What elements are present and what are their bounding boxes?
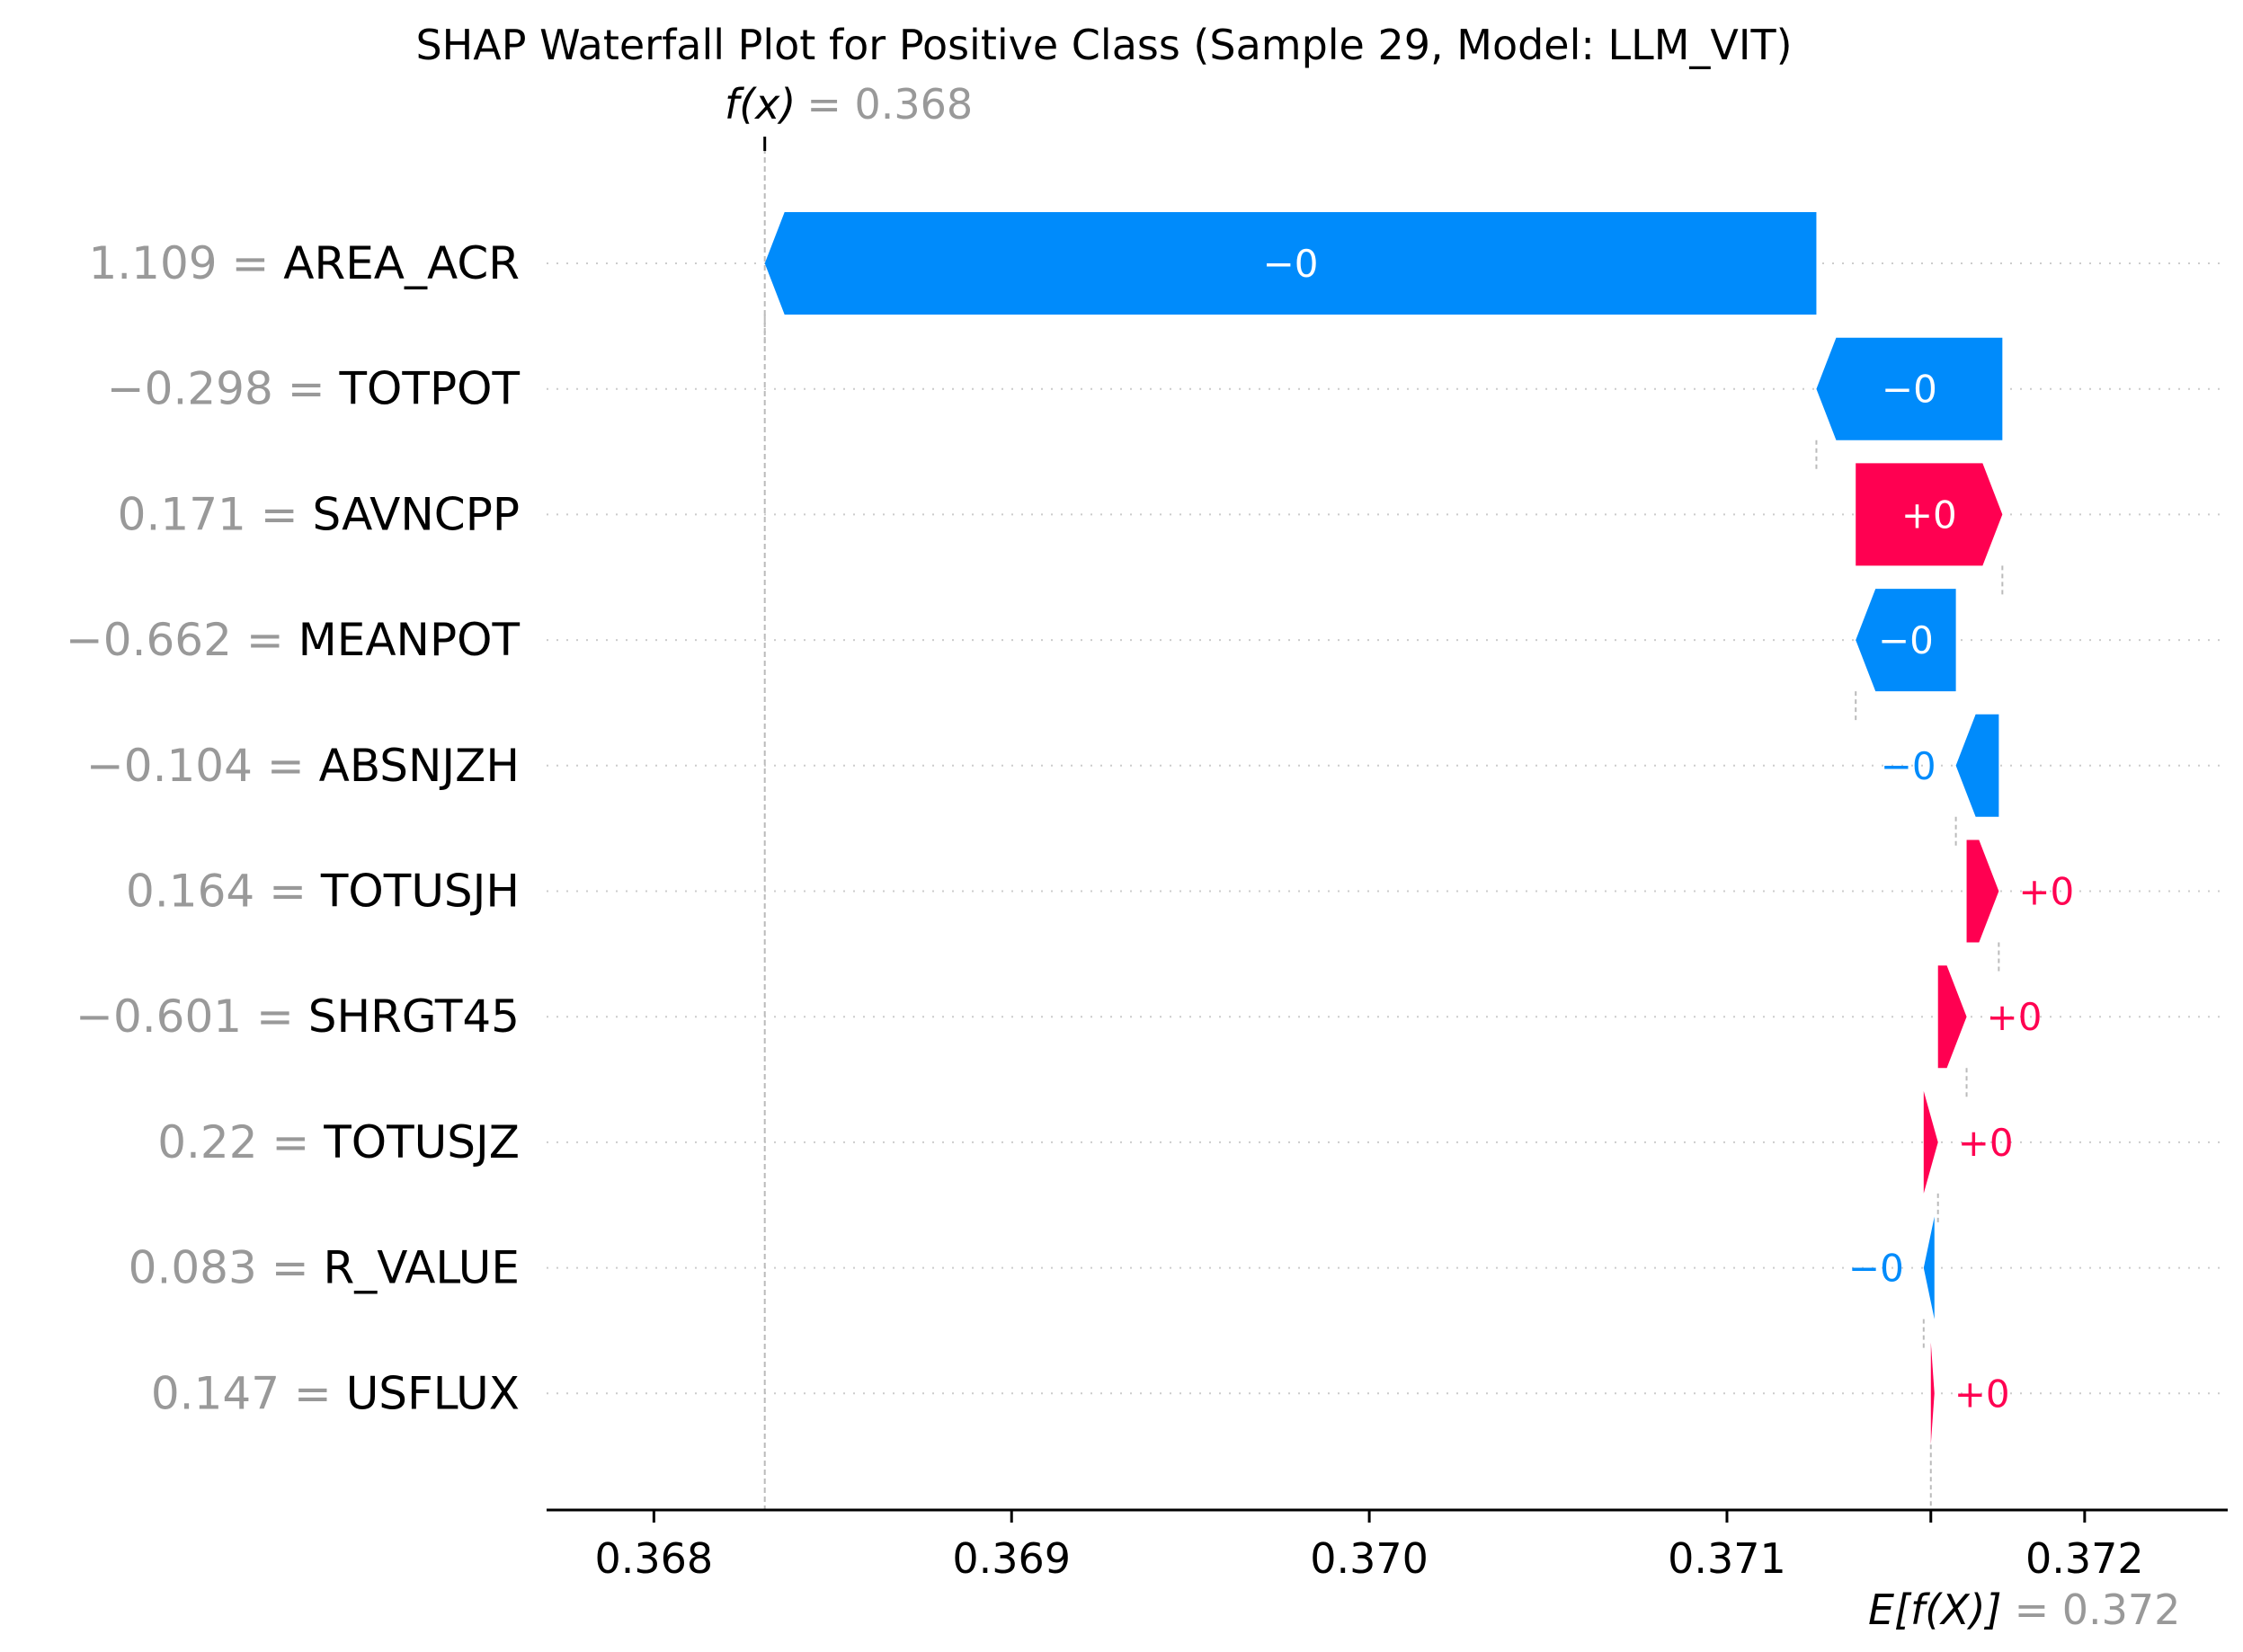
feature-label: 1.109 = AREA_ACR	[88, 237, 520, 289]
bar-meanpot	[1856, 589, 1956, 692]
bar-value-label: +0	[1954, 1372, 2010, 1416]
feature-label: 0.147 = USFLUX	[151, 1367, 520, 1419]
feature-labels-layer: 1.109 = AREA_ACR −0.298 = TOTPOT 0.171 = S…	[66, 237, 521, 1419]
bar-shrgt45	[1937, 965, 1967, 1069]
bar-absnjzh	[1955, 714, 1999, 817]
feature-value: 1.109	[88, 237, 217, 289]
x-axis: 0.368 0.369 0.370 0.371 0.372	[547, 1508, 2228, 1583]
feature-label: 0.22 = TOTUSJZ	[157, 1116, 520, 1168]
fx-label: f(x)	[725, 80, 796, 129]
bar-value-label: −0	[1878, 618, 1934, 662]
bar-totusjh	[1966, 839, 1999, 943]
bar-value-label: +0	[1958, 1121, 2014, 1165]
feature-name: USFLUX	[346, 1367, 520, 1419]
bars-layer: −0 −0 +0 −0 −0 +0 +0 +0 −0 +0	[764, 212, 2074, 1445]
bar-totpot	[1816, 337, 2003, 440]
feature-equals: =	[258, 1116, 325, 1168]
bar-value-label: −0	[1882, 368, 1937, 412]
bar-value-label: +0	[1901, 493, 1957, 537]
feature-label: 0.171 = SAVNCPP	[118, 488, 520, 540]
feature-equals: =	[257, 1242, 324, 1294]
feature-value: −0.601	[76, 990, 242, 1043]
bar-usflux	[1930, 1342, 1935, 1445]
feature-value: −0.662	[66, 614, 232, 666]
feature-value: 0.171	[118, 488, 246, 540]
feature-name: SAVNCPP	[313, 488, 521, 540]
bar-area-acr	[764, 212, 1817, 315]
bar-r-value	[1923, 1216, 1935, 1319]
feature-equals: =	[280, 1367, 346, 1419]
bar-totusjz	[1923, 1090, 1938, 1194]
feature-name: R_VALUE	[323, 1242, 520, 1294]
feature-label: −0.104 = ABSNJZH	[86, 740, 520, 792]
annotations-layer: f(x) = 0.368 E[f(X)] = 0.372	[725, 80, 2180, 1634]
feature-value: −0.104	[86, 740, 253, 792]
feature-equals: =	[242, 990, 308, 1043]
feature-name: MEANPOT	[298, 614, 521, 666]
feature-value: 0.22	[157, 1116, 257, 1168]
bar-value-label: +0	[1987, 995, 2043, 1039]
chart-title: SHAP Waterfall Plot for Positive Class (…	[415, 21, 1792, 69]
bar-value-label: −0	[1848, 1247, 1904, 1291]
feature-equals: =	[232, 614, 298, 666]
feature-equals: =	[254, 866, 321, 918]
feature-equals: =	[218, 237, 284, 289]
feature-label: 0.083 = R_VALUE	[129, 1242, 520, 1294]
feature-label: −0.298 = TOTPOT	[107, 363, 521, 415]
x-tick-label: 0.369	[952, 1534, 1071, 1583]
feature-name: ABSNJZH	[319, 740, 520, 792]
feature-name: TOTUSJZ	[323, 1116, 520, 1168]
feature-label: −0.662 = MEANPOT	[66, 614, 521, 666]
bar-savncpp	[1856, 463, 2003, 566]
x-tick-label: 0.370	[1310, 1534, 1429, 1583]
ef-label: E[f(X)]	[1868, 1585, 2002, 1634]
ef-annotation: E[f(X)] = 0.372	[1868, 1585, 2180, 1634]
fx-annotation: f(x) = 0.368	[725, 80, 973, 129]
feature-label: −0.601 = SHRGT45	[76, 990, 520, 1043]
reference-lines	[763, 137, 2004, 1510]
feature-value: 0.083	[129, 1242, 257, 1294]
ef-value: = 0.372	[2015, 1585, 2181, 1634]
feature-value: 0.164	[126, 866, 254, 918]
bar-value-label: −0	[1263, 242, 1319, 286]
bar-value-label: −0	[1881, 744, 1936, 788]
x-tick-label: 0.371	[1668, 1534, 1786, 1583]
feature-name: AREA_ACR	[283, 237, 520, 289]
feature-equals: =	[246, 488, 313, 540]
feature-equals: =	[273, 363, 340, 415]
feature-name: TOTPOT	[339, 363, 521, 415]
feature-label: 0.164 = TOTUSJH	[126, 866, 520, 918]
feature-name: SHRGT45	[308, 990, 520, 1043]
feature-value: 0.147	[151, 1367, 280, 1419]
bar-value-label: +0	[2018, 870, 2074, 914]
feature-equals: =	[253, 740, 319, 792]
x-tick-label: 0.372	[2025, 1534, 2144, 1583]
feature-name: TOTUSJH	[320, 866, 520, 918]
feature-value: −0.298	[107, 363, 273, 415]
fx-value: = 0.368	[806, 80, 973, 129]
x-tick-label: 0.368	[595, 1534, 714, 1583]
